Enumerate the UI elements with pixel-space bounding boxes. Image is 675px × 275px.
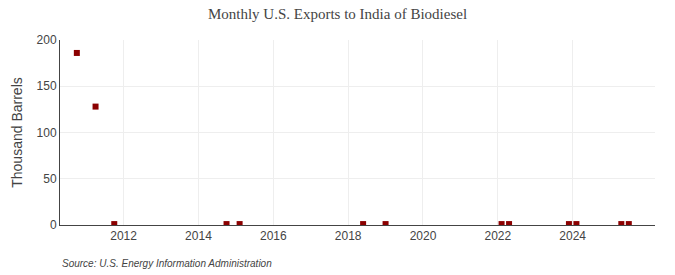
svg-text:150: 150 — [37, 79, 57, 93]
svg-text:Source: U.S. Energy Informatio: Source: U.S. Energy Information Administ… — [62, 258, 272, 269]
svg-text:2012: 2012 — [110, 229, 137, 243]
svg-text:Monthly U.S. Exports to India: Monthly U.S. Exports to India of Biodies… — [208, 6, 467, 22]
svg-text:0: 0 — [50, 218, 57, 232]
svg-text:Thousand Barrels: Thousand Barrels — [9, 77, 25, 188]
svg-text:2020: 2020 — [410, 229, 437, 243]
svg-text:200: 200 — [37, 33, 57, 47]
svg-text:50: 50 — [43, 172, 57, 186]
svg-text:2016: 2016 — [260, 229, 287, 243]
svg-text:2022: 2022 — [484, 229, 511, 243]
svg-text:2018: 2018 — [335, 229, 362, 243]
svg-text:100: 100 — [37, 126, 57, 140]
svg-text:2024: 2024 — [559, 229, 586, 243]
svg-text:2014: 2014 — [185, 229, 212, 243]
